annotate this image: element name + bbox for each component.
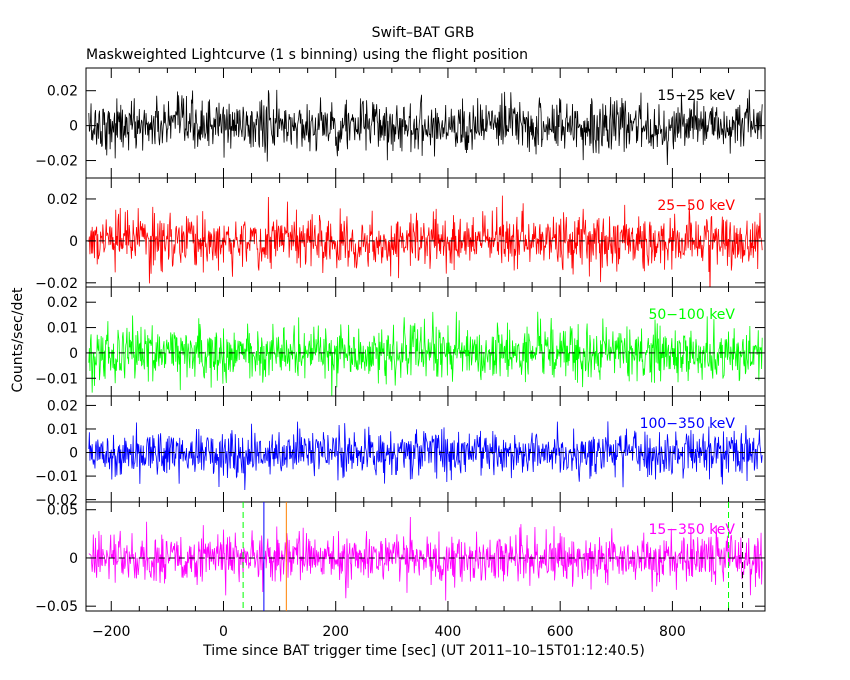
y-tick-label: 0.02: [47, 295, 78, 311]
band-label-3: 50−100 keV: [648, 307, 735, 323]
y-tick-label: 0.01: [47, 422, 78, 438]
x-tick-label: 400: [435, 624, 462, 640]
y-tick-label: −0.01: [35, 469, 78, 485]
y-tick-label: −0.01: [35, 371, 78, 387]
x-axis: −200 0 200 400 600 800: [92, 624, 686, 640]
lightcurve-series-5: [88, 516, 763, 601]
y-tick-label: 0: [69, 346, 78, 362]
lightcurve-series-1: [88, 89, 763, 166]
y-tick-label: 0: [69, 234, 78, 250]
vertical-markers: [242, 502, 744, 611]
y-tick-label: 0: [69, 551, 78, 567]
y-tick-label: −0.05: [35, 599, 78, 615]
y-tick-label: 0: [69, 446, 78, 462]
panel-2: −0.02 0 0.02 25−50 keV: [35, 177, 766, 292]
panel-5: −0.05 0 0.05 15−350 keV: [35, 501, 766, 615]
y-tick-label: 0.05: [47, 503, 78, 519]
y-tick-label: 0.02: [47, 398, 78, 414]
band-label-4: 100−350 keV: [640, 416, 736, 432]
y-axis-label: Counts/sec/det: [10, 287, 26, 392]
band-label-2: 25−50 keV: [657, 198, 735, 214]
band-label-1: 15−25 keV: [657, 88, 735, 104]
x-tick-label: 600: [547, 624, 574, 640]
panel-1: −0.02 0 0.02 15−25 keV: [35, 67, 766, 179]
y-tick-label: 0: [69, 119, 78, 135]
chart-subtitle: Maskweighted Lightcurve (1 s binning) us…: [86, 47, 528, 63]
panel-3: −0.01 0 0.01 0.02 50−100 keV: [35, 286, 766, 397]
panel-4: −0.02 −0.01 0 0.01 0.02 100−350 keV: [35, 395, 766, 509]
band-label-5: 15−350 keV: [648, 522, 735, 538]
x-tick-label: 0: [219, 624, 228, 640]
y-tick-label: 0.02: [47, 192, 78, 208]
lightcurve-series-3: [88, 311, 763, 396]
x-tick-label: −200: [92, 624, 130, 640]
lightcurve-series-2: [88, 195, 763, 287]
y-tick-label: 0.02: [47, 84, 78, 100]
panel-frame-5: [85, 501, 766, 612]
y-tick-label: −0.02: [35, 493, 78, 509]
lightcurve-series-4: [88, 421, 763, 491]
y-tick-label: −0.02: [35, 154, 78, 170]
y-tick-label: 0.01: [47, 321, 78, 337]
x-tick-label: 800: [659, 624, 686, 640]
chart-title: Swift–BAT GRB: [372, 25, 475, 41]
y-tick-label: −0.02: [35, 276, 78, 292]
x-axis-label: Time since BAT trigger time [sec] (UT 20…: [202, 643, 645, 659]
x-tick-label: 200: [322, 624, 349, 640]
